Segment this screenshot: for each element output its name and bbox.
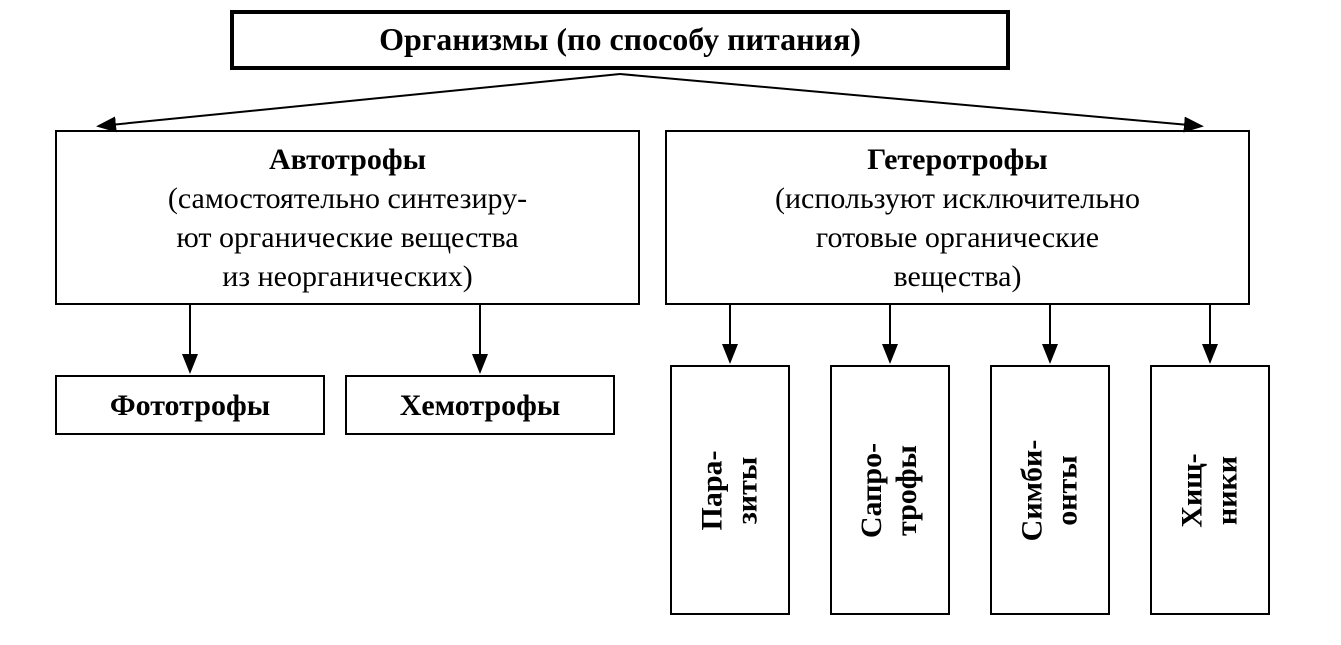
category-heterotrophs: Гетеротрофы (используют исключительно го… (665, 130, 1250, 305)
leaf-label: Фототрофы (110, 386, 270, 425)
leaf-label-line: онты (1050, 439, 1085, 541)
split-arrow-left (100, 74, 620, 126)
leaf-saprotrophs: Сапро- трофы (830, 365, 950, 615)
leaf-label-line: ники (1210, 453, 1245, 527)
category-desc-line: готовые органические (816, 218, 1099, 257)
category-desc-line: вещества) (894, 257, 1022, 296)
category-title: Автотрофы (269, 140, 426, 179)
leaf-predators: Хищ- ники (1150, 365, 1270, 615)
leaf-label-line: Сапро- (855, 442, 890, 537)
category-desc-line: ют органические вещества (176, 218, 518, 257)
leaf-phototrophs: Фототрофы (55, 375, 325, 435)
leaf-label-line: Хищ- (1176, 453, 1211, 527)
category-title: Гетеротрофы (867, 140, 1047, 179)
leaf-label-line: трофы (890, 442, 925, 537)
leaf-symbionts: Симби- онты (990, 365, 1110, 615)
category-autotrophs: Автотрофы (самостоятельно синтезиру- ют … (55, 130, 640, 305)
category-desc-line: из неорганических) (222, 257, 473, 296)
leaf-label: Хемотрофы (400, 386, 561, 425)
leaf-label-line: Пара- (695, 450, 730, 530)
category-desc-line: (самостоятельно синтезиру- (168, 179, 527, 218)
leaf-label-line: зиты (730, 450, 765, 530)
split-arrow-right (620, 74, 1200, 126)
category-desc-line: (используют исключительно (775, 179, 1140, 218)
leaf-parasites: Пара- зиты (670, 365, 790, 615)
leaf-chemotrophs: Хемотрофы (345, 375, 615, 435)
leaf-label-line: Симби- (1015, 439, 1050, 541)
root-node: Организмы (по способу питания) (230, 10, 1010, 70)
root-label: Организмы (по способу питания) (379, 19, 861, 61)
